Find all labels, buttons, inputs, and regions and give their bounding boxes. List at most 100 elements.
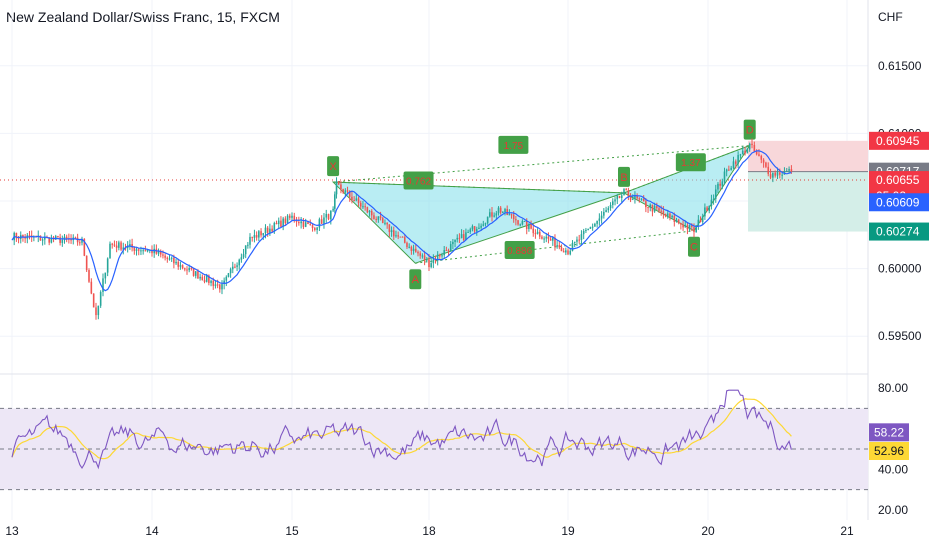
candle-body xyxy=(495,213,498,216)
candle-body xyxy=(567,250,569,255)
rsi-tick-label: 20.00 xyxy=(878,503,908,517)
candle-body xyxy=(666,213,669,216)
candle-body xyxy=(166,257,169,259)
candle-body xyxy=(137,249,140,251)
price-tick-label: 0.61500 xyxy=(878,59,922,73)
candle-body xyxy=(353,199,355,201)
candle-body xyxy=(118,242,120,248)
candle-body xyxy=(377,216,380,220)
candle-body xyxy=(585,229,587,231)
candle-body xyxy=(758,154,760,156)
candle-body xyxy=(344,190,347,193)
price-label-box xyxy=(869,193,929,212)
candle-body xyxy=(417,251,419,254)
candle-body xyxy=(656,206,658,209)
candle-body xyxy=(449,244,452,252)
pattern-point-badge xyxy=(327,156,340,177)
pattern-ratio-badge xyxy=(504,240,535,259)
candle-body xyxy=(785,170,788,172)
candle-body xyxy=(508,214,511,216)
moving-average xyxy=(11,150,792,292)
price-label-last-price: 0.60655 xyxy=(869,171,929,190)
candle-body xyxy=(83,238,86,256)
time-tick-label: 14 xyxy=(145,524,159,538)
candle-body xyxy=(489,212,491,217)
candle-body xyxy=(480,225,482,228)
candle-body xyxy=(473,226,476,232)
candle-body xyxy=(170,257,173,259)
candle-body xyxy=(693,226,695,233)
candle-body xyxy=(162,254,164,256)
candle-body xyxy=(236,265,238,267)
candle-body xyxy=(551,237,554,241)
candle-body xyxy=(790,169,793,172)
candle-body xyxy=(151,249,153,254)
candle-body xyxy=(491,212,493,217)
candle-body xyxy=(177,261,180,267)
candle-body xyxy=(497,207,500,214)
candle-body xyxy=(605,210,607,213)
candle-body xyxy=(482,224,485,226)
candle-body xyxy=(725,169,728,172)
candle-body xyxy=(452,241,454,245)
candle-body xyxy=(562,251,565,253)
candle-body xyxy=(631,198,634,200)
pattern-point-d: D xyxy=(743,119,756,140)
candle-body xyxy=(406,242,408,248)
candle-body xyxy=(273,222,276,232)
candle-body xyxy=(744,150,746,154)
candle-body xyxy=(386,222,388,225)
time-tick-label: 13 xyxy=(5,524,19,538)
candle-body xyxy=(153,248,155,254)
candle-body xyxy=(578,239,580,241)
candle-body xyxy=(208,275,210,283)
candle-body xyxy=(286,215,289,224)
ma-series-line xyxy=(11,150,792,292)
candle-body xyxy=(571,242,574,251)
candle-body xyxy=(59,237,61,243)
candle-body xyxy=(113,244,116,246)
candle-body xyxy=(460,234,463,239)
candle-body xyxy=(627,190,630,197)
price-labels: 0.609450.607170.6065505:020.606090.60274… xyxy=(869,131,929,460)
candle-body xyxy=(168,258,171,260)
candle-body xyxy=(569,250,572,255)
candle-body xyxy=(173,257,175,264)
candle-body xyxy=(587,228,589,230)
candle-body xyxy=(515,219,517,221)
candle-body xyxy=(730,167,732,170)
candle-body xyxy=(262,233,265,236)
candle-body xyxy=(456,237,459,240)
candle-body xyxy=(129,244,131,246)
candle-body xyxy=(48,237,50,243)
candle-body xyxy=(15,232,18,239)
candle-body xyxy=(203,280,206,282)
candle-body xyxy=(458,237,461,239)
candle-body xyxy=(767,166,770,175)
pattern-ratio-badge xyxy=(403,171,434,190)
candle-body xyxy=(255,235,258,238)
candle-body xyxy=(351,196,353,200)
candle-body xyxy=(728,169,730,171)
candle-body xyxy=(671,215,673,218)
candle-body xyxy=(320,219,323,224)
pattern-ratio-label: 0.886 xyxy=(507,246,532,257)
candle-body xyxy=(662,211,665,214)
candle-body xyxy=(686,225,689,230)
candle-body xyxy=(388,224,391,233)
candle-body xyxy=(106,258,109,273)
candle-body xyxy=(90,281,93,294)
pattern-point-label: B xyxy=(620,172,627,184)
pattern-ratio: 1.37 xyxy=(675,153,706,172)
candle-body xyxy=(519,224,522,226)
candle-body xyxy=(104,272,107,279)
candle-body xyxy=(512,214,515,220)
candle-body xyxy=(603,212,605,216)
candle-body xyxy=(423,255,426,261)
time-tick-label: 20 xyxy=(701,524,715,538)
price-label-take-profit: 0.60274 xyxy=(869,222,929,241)
candle-body xyxy=(543,238,545,240)
candle-body xyxy=(179,265,182,267)
candle-body xyxy=(447,250,450,252)
